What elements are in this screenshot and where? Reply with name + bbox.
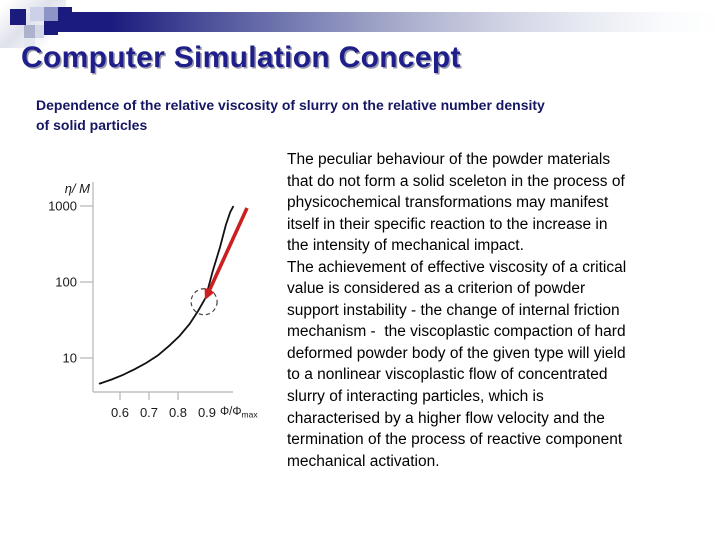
x-tick-label: 0.8 (169, 405, 187, 420)
x-tick-label: 0.6 (111, 405, 129, 420)
header-bar-decoration (58, 12, 720, 32)
arrow-head-icon (204, 287, 215, 300)
y-tick-label: 10 (63, 351, 77, 366)
viscosity-chart: 1000 100 10 η/ M 0.6 0.7 0.8 0.9 Φ/Φmax (48, 181, 258, 420)
x-axis-label: Φ/Φmax (220, 406, 258, 420)
pixel-square-icon (30, 7, 44, 21)
pixel-square-icon (10, 9, 26, 25)
y-tick-label: 100 (55, 275, 77, 290)
x-tick-label: 0.9 (198, 405, 216, 420)
slide-subtitle: Dependence of the relative viscosity of … (36, 97, 545, 133)
x-tick-label: 0.7 (140, 405, 158, 420)
pixel-square-icon (58, 7, 72, 21)
pixel-square-icon (35, 25, 44, 38)
y-tick-label: 1000 (48, 199, 77, 214)
arrow-annotation (207, 207, 249, 291)
y-axis-label: η/ M (65, 181, 90, 196)
body-paragraph: The peculiar behaviour of the powder mat… (287, 151, 627, 470)
viscosity-curve (98, 205, 234, 385)
pixel-square-icon (24, 25, 35, 38)
pixel-square-icon (44, 7, 58, 21)
pixel-square-icon (44, 21, 58, 35)
pixel-square-icon (24, 38, 35, 48)
critical-point-circle (190, 288, 218, 316)
page-title: Computer Simulation Concept (21, 41, 461, 74)
